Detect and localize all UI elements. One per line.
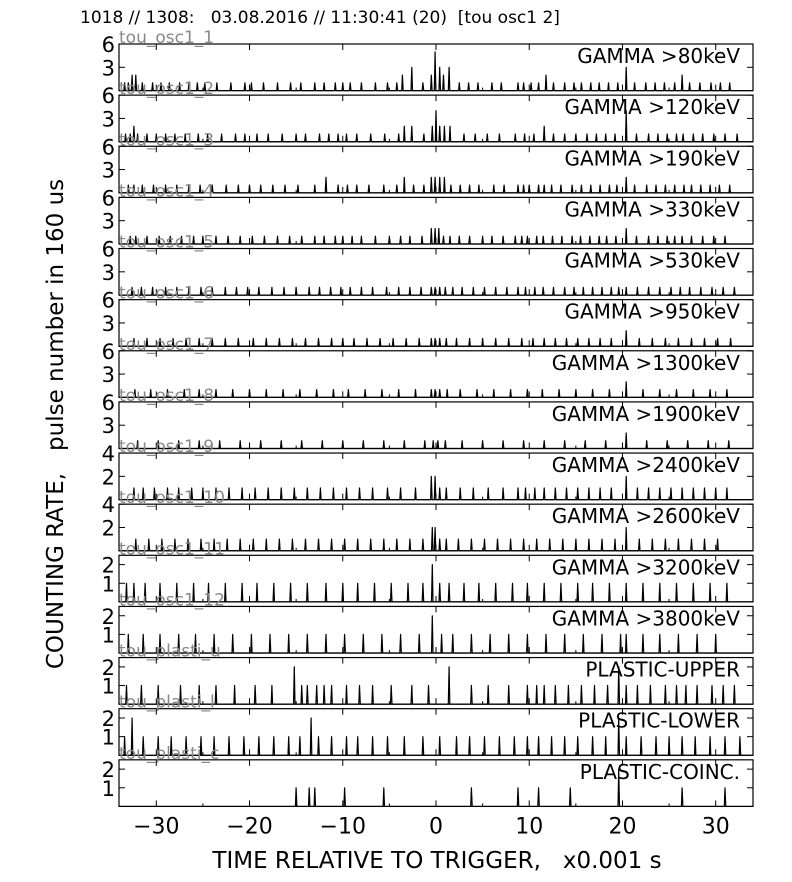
y-tick-label: 6 xyxy=(102,238,115,262)
y-tick-label: 1 xyxy=(102,623,115,647)
panel-tou_osc1_6: 36 GAMMA >950keV tou_osc1_6 xyxy=(102,284,754,347)
y-tick-label: 6 xyxy=(102,340,115,364)
panel-label: GAMMA >1300keV xyxy=(552,351,741,375)
panel-tou_plasti_u: 12 PLASTIC-UPPER tou_plasti_u xyxy=(102,642,754,705)
x-tick-label: −30 xyxy=(133,814,179,839)
trace-line xyxy=(119,381,753,398)
panel-tou_plasti_l: 12 PLASTIC-LOWER tou_plasti_l xyxy=(102,693,754,756)
panel-label: PLASTIC-LOWER xyxy=(578,709,740,733)
y-tick-label: 6 xyxy=(102,391,115,415)
y-tick-label: 2 xyxy=(102,465,115,489)
y-tick-label: 3 xyxy=(102,159,115,183)
channel-tag: tou_osc1_2 xyxy=(119,79,214,99)
panel-tou_osc1_1: 36 GAMMA >80keV tou_osc1_1 xyxy=(102,28,754,92)
panel-label: PLASTIC-UPPER xyxy=(585,658,740,682)
x-tick-label: 10 xyxy=(515,814,543,839)
panel-label: GAMMA >330keV xyxy=(564,197,740,221)
y-tick-label: 6 xyxy=(102,135,115,159)
y-tick-label: 1 xyxy=(102,777,115,801)
channel-tag: tou_plasti_l xyxy=(119,693,215,713)
panel-label: GAMMA >3800keV xyxy=(552,606,741,630)
panel-tou_osc1_3: 36 GAMMA >190keV tou_osc1_3 xyxy=(102,130,754,194)
channel-tag: tou_osc1_8 xyxy=(119,386,214,406)
trace-line xyxy=(119,475,753,501)
channel-tag: tou_osc1_9 xyxy=(119,437,214,457)
y-tick-label: 2 xyxy=(102,554,115,578)
y-tick-label: 3 xyxy=(102,107,115,131)
channel-tag: tou_osc1_11 xyxy=(119,539,225,559)
y-tick-label: 6 xyxy=(102,84,115,108)
y-tick-label: 3 xyxy=(102,261,115,285)
x-tick-label: −10 xyxy=(320,814,366,839)
y-tick-label: 2 xyxy=(102,656,115,680)
y-tick-label: 6 xyxy=(102,289,115,313)
panel-tou_osc1_9: 24 GAMMA >2400keV tou_osc1_9 xyxy=(102,437,754,501)
x-axis-label: TIME RELATIVE TO TRIGGER, x0.001 s xyxy=(212,848,662,874)
channel-tag: tou_osc1_6 xyxy=(119,284,214,304)
panel-label: GAMMA >190keV xyxy=(564,146,740,170)
trace-line xyxy=(119,286,753,296)
channel-tag: tou_osc1_10 xyxy=(119,488,225,508)
trace-line xyxy=(119,615,753,654)
panel-tou_osc1_4: 36 GAMMA >330keV tou_osc1_4 xyxy=(102,181,754,245)
panel-label: GAMMA >2600keV xyxy=(552,504,741,528)
y-tick-label: 1 xyxy=(102,726,115,750)
panel-label: GAMMA >950keV xyxy=(564,300,740,324)
y-tick-label: 3 xyxy=(102,414,115,438)
panel-label: GAMMA >3200keV xyxy=(552,555,741,579)
panel-tou_plasti_c: 12 PLASTIC-COINC. tou_plasti_c xyxy=(102,744,754,808)
panel-label: GAMMA >80keV xyxy=(577,44,740,68)
y-tick-label: 1 xyxy=(102,572,115,596)
channel-tag: tou_plasti_u xyxy=(119,642,221,662)
y-tick-label: 1 xyxy=(102,675,115,699)
panel-label: PLASTIC-COINC. xyxy=(580,760,740,784)
y-tick-label: 2 xyxy=(102,605,115,629)
channel-tag: tou_osc1_4 xyxy=(119,181,214,201)
y-tick-label: 4 xyxy=(102,442,115,466)
x-tick-label: 0 xyxy=(429,814,443,839)
panel-label: GAMMA >120keV xyxy=(564,95,740,119)
panel-tou_osc1_12: 12 GAMMA >3800keV tou_osc1_12 xyxy=(102,590,754,654)
x-tick-label: −20 xyxy=(226,814,272,839)
figure-header: 1018 // 1308: 03.08.2016 // 11:30:41 (20… xyxy=(80,8,560,28)
panel-tou_osc1_8: 36 GAMMA >1900keV tou_osc1_8 xyxy=(102,386,754,450)
channel-tag: tou_osc1_7 xyxy=(119,335,214,355)
y-tick-label: 3 xyxy=(102,312,115,336)
panel-tou_osc1_2: 36 GAMMA >120keV tou_osc1_2 xyxy=(102,79,754,143)
y-tick-label: 3 xyxy=(102,56,115,80)
y-tick-label: 2 xyxy=(102,516,115,540)
channel-tag: tou_osc1_5 xyxy=(119,233,214,253)
x-tick-label: 20 xyxy=(608,814,636,839)
y-tick-label: 6 xyxy=(102,33,115,57)
panel-tou_osc1_11: 12 GAMMA >3200keV tou_osc1_11 xyxy=(102,539,754,603)
y-tick-label: 2 xyxy=(102,707,115,731)
y-tick-label: 2 xyxy=(102,758,115,782)
panel-label: GAMMA >2400keV xyxy=(552,453,741,477)
y-tick-label: 6 xyxy=(102,186,115,210)
y-tick-label: 4 xyxy=(102,493,115,517)
channel-tag: tou_plasti_c xyxy=(119,744,219,764)
x-tick-label: 30 xyxy=(702,814,730,839)
panel-tou_osc1_10: 24 GAMMA >2600keV tou_osc1_10 xyxy=(102,488,754,552)
channel-tag: tou_osc1_12 xyxy=(119,590,225,610)
panel-label: GAMMA >1900keV xyxy=(552,402,741,426)
channel-tag: tou_osc1_3 xyxy=(119,130,214,150)
panel-tou_osc1_5: 36 GAMMA >530keV tou_osc1_5 xyxy=(102,233,754,296)
panel-label: GAMMA >530keV xyxy=(564,249,740,273)
y-tick-label: 3 xyxy=(102,363,115,387)
channel-tag: tou_osc1_1 xyxy=(119,28,214,48)
y-tick-label: 3 xyxy=(102,210,115,234)
panel-tou_osc1_7: 36 GAMMA >1300keV tou_osc1_7 xyxy=(102,335,754,398)
